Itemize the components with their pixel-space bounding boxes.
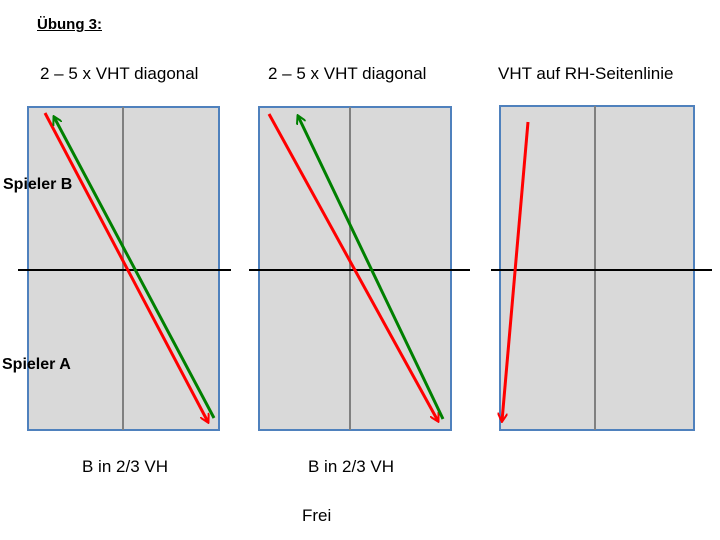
column-1-footer: B in 2/3 VH [82,457,168,476]
court-1-red-arrow [43,112,208,422]
court-3-red-arrow [502,121,530,421]
player-b-label: Spieler B [3,176,73,193]
bottom-note: Frei [302,506,332,525]
column-2-heading: 2 – 5 x VHT diagonal [268,64,427,83]
court-2 [249,106,470,431]
court-3 [491,105,712,431]
court-2-red-arrow [267,113,438,421]
court-2-green-arrow [298,116,445,420]
court-3-surface [499,105,695,431]
column-1-heading: 2 – 5 x VHT diagonal [40,64,199,83]
column-2-footer: B in 2/3 VH [308,457,394,476]
court-1-green-arrow [54,117,216,419]
exercise-title: Übung 3: [37,16,102,33]
player-a-label: Spieler A [2,356,71,373]
court-1 [18,106,231,431]
column-3-heading: VHT auf RH-Seitenlinie [498,64,674,83]
